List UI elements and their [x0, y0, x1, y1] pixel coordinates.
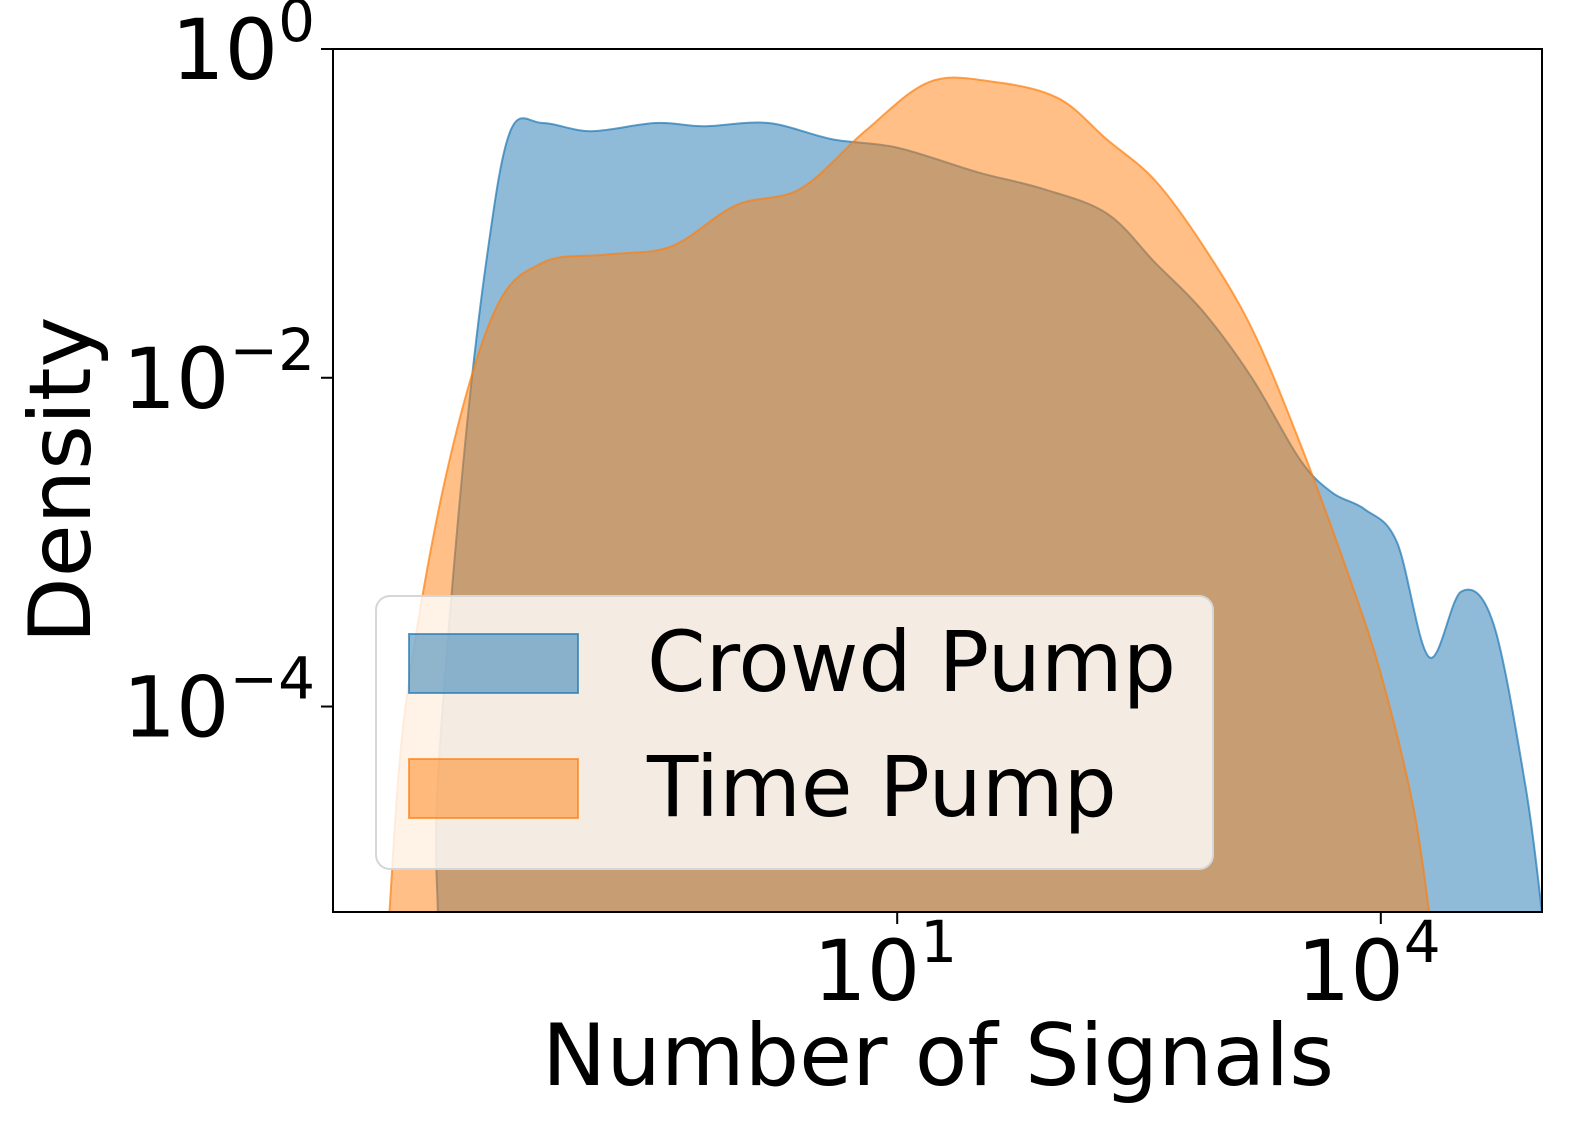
legend-box	[375, 595, 1214, 870]
legend-swatch-time-pump	[408, 758, 579, 819]
plot-frame	[332, 48, 1543, 913]
y-tick-label: 100	[171, 0, 315, 99]
legend-label-crowd-pump: Crowd Pump	[647, 613, 1176, 711]
y-axis-label: Density	[11, 317, 111, 644]
legend-label-time-pump: Time Pump	[646, 738, 1117, 836]
y-tick-label: 10−4	[123, 645, 315, 757]
x-axis-label: Number of Signals	[542, 1006, 1334, 1106]
x-tick-label: 101	[813, 908, 957, 1020]
x-tick-label: 104	[1297, 908, 1441, 1020]
y-tick-label: 10−2	[123, 316, 315, 428]
legend: Crowd Pump Time Pump	[375, 595, 1214, 870]
legend-swatch-crowd-pump	[408, 633, 579, 694]
